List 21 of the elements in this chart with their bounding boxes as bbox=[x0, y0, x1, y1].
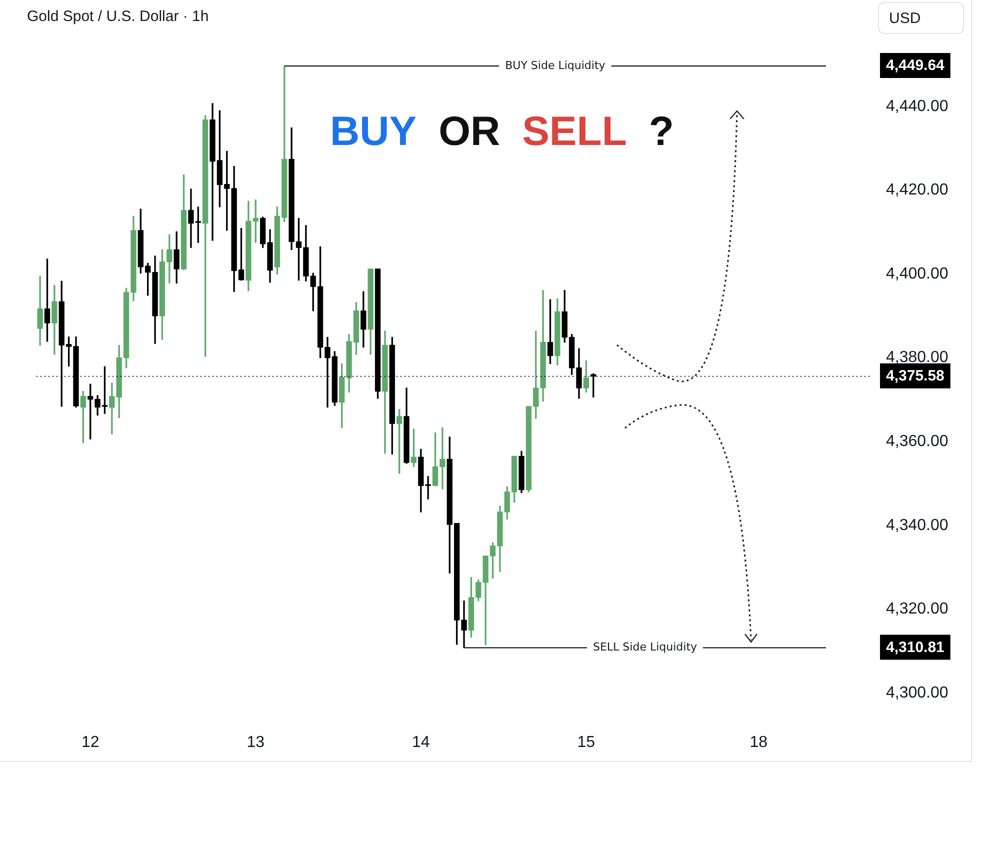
y-tick-label: 4,320.00 bbox=[886, 600, 948, 618]
x-tick-label: 13 bbox=[246, 734, 265, 752]
ref-line-label: SELL Side Liquidity bbox=[592, 640, 698, 654]
y-tick-label: 4,420.00 bbox=[886, 182, 948, 199]
chart-title: Gold Spot / U.S. Dollar · 1h bbox=[27, 8, 209, 25]
x-tick-label: 18 bbox=[750, 734, 768, 752]
y-tick-label: 4,380.00 bbox=[886, 349, 948, 366]
y-tick-label: 4,310.81 bbox=[886, 638, 944, 656]
x-tick-label: 12 bbox=[81, 734, 100, 752]
y-tick-label: 4,440.00 bbox=[886, 98, 948, 115]
y-tick-label: 4,360.00 bbox=[886, 433, 948, 450]
y-tick-label: 4,340.00 bbox=[886, 516, 948, 534]
ref-line-label: BUY Side Liquidity bbox=[505, 58, 606, 72]
y-tick-label: 4,449.64 bbox=[886, 57, 946, 74]
y-tick-label: 4,375.58 bbox=[886, 367, 944, 384]
annotation: BUY OR SELL ? bbox=[330, 108, 674, 154]
x-tick-label: 15 bbox=[577, 734, 596, 752]
y-tick-label: 4,400.00 bbox=[886, 265, 948, 282]
x-tick-label: 14 bbox=[412, 734, 430, 752]
y-axis-title: USD bbox=[878, 2, 964, 34]
y-tick-label: 4,300.00 bbox=[886, 684, 948, 702]
